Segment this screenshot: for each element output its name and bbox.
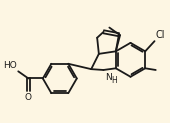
Text: H: H (112, 76, 117, 85)
Text: HO: HO (3, 62, 17, 70)
Text: N: N (105, 73, 112, 82)
Text: Cl: Cl (155, 30, 165, 40)
Text: O: O (25, 93, 32, 102)
